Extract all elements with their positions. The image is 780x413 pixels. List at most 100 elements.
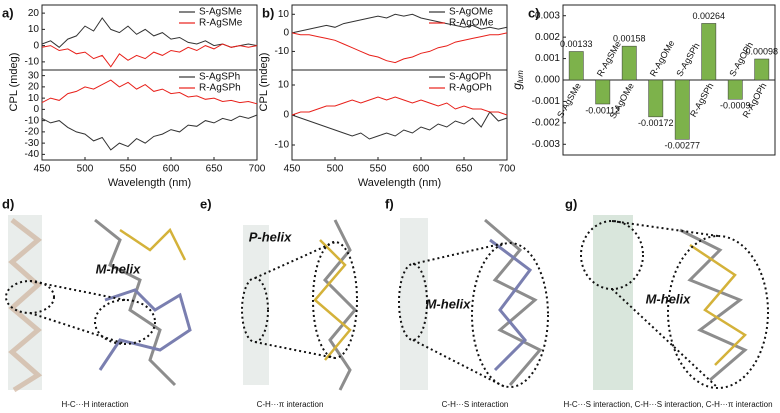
legend-label: S-AgOMe	[449, 7, 493, 18]
line-series	[41, 43, 258, 68]
x-tick-label: 600	[413, 164, 430, 175]
x-tick-label: 650	[206, 164, 223, 175]
value-label: 0.00098	[745, 46, 778, 56]
y-tick-label: -0.001	[532, 96, 561, 107]
molecule-sticks	[679, 228, 748, 382]
legend-label: R-AgSPh	[199, 83, 241, 94]
line-series	[291, 32, 508, 64]
molecule-sticks	[489, 238, 533, 372]
panel-label: e)	[200, 196, 212, 211]
molecule-sticks	[484, 218, 543, 386]
panel-label: a)	[2, 5, 14, 20]
x-tick-label: 550	[370, 164, 387, 175]
molecule-sticks	[313, 239, 352, 361]
bar	[727, 79, 743, 100]
x-tick-label: 700	[499, 164, 516, 175]
helix-strand	[593, 215, 633, 390]
panel-label: g)	[565, 196, 577, 211]
y-tick-label: -10	[25, 57, 40, 68]
y-tick-label: 20	[28, 8, 40, 19]
bar	[568, 51, 584, 81]
y-tick-label: 20	[28, 82, 40, 93]
line-series	[41, 114, 258, 151]
caption: H-C···H interaction	[61, 400, 128, 409]
y-tick-label: -10	[275, 140, 290, 151]
y-tick-label: 0.003	[535, 10, 560, 21]
zoom-line	[412, 242, 506, 265]
bar	[595, 79, 611, 105]
legend-label: S-AgSPh	[199, 72, 240, 83]
molecule-sticks	[689, 243, 747, 366]
value-label: -0.00112	[585, 105, 620, 115]
legend-label: R-AgSMe	[199, 18, 243, 29]
x-axis-title: Wavelength (nm)	[108, 177, 191, 189]
value-label: 0.00158	[613, 34, 646, 44]
helix-strand	[243, 225, 269, 385]
y-tick-label: 0.000	[535, 75, 560, 86]
line-series	[291, 111, 508, 140]
panel-label: c)	[528, 5, 540, 20]
x-tick-label: 550	[120, 164, 137, 175]
caption: C-H···π interaction	[257, 400, 324, 409]
y-tick-label: 0.001	[535, 53, 560, 64]
y-tick-label: -10	[25, 115, 40, 126]
molecule-sticks	[119, 227, 187, 261]
y-tick-label: -30	[25, 138, 40, 149]
y-tick-label: 0	[283, 110, 289, 121]
y-tick-label: -10	[275, 46, 290, 57]
panel-label: d)	[2, 196, 14, 211]
structure-images	[5, 215, 769, 393]
y-axis-title: glum	[510, 70, 525, 90]
x-tick-label: 450	[34, 164, 51, 175]
legend-label: S-AgSMe	[199, 7, 242, 18]
y-axis-symbol: g	[510, 83, 524, 90]
line-series	[41, 79, 258, 105]
bar	[701, 23, 717, 81]
value-label: 0.00264	[692, 11, 725, 21]
helix-strand	[400, 218, 428, 390]
zoom-line	[29, 312, 126, 345]
zoom-ellipse	[471, 242, 549, 388]
helix-label: M-helix	[426, 296, 472, 311]
line-series	[291, 96, 508, 116]
legend-label: S-AgOPh	[449, 72, 491, 83]
y-tick-label: 0	[33, 40, 39, 51]
panel-label: f)	[385, 196, 394, 211]
zoom-ellipse	[94, 299, 156, 345]
bar	[648, 79, 664, 118]
caption: H-C···S interaction, C-H···S interaction…	[563, 400, 772, 409]
y-axis-subscript: lum	[516, 70, 525, 83]
bar	[621, 45, 637, 81]
y-tick-label: -0.002	[532, 117, 561, 128]
helix-label: P-helix	[249, 229, 292, 244]
y-tick-label: 0.002	[535, 32, 560, 43]
value-label: -0.00172	[638, 118, 674, 128]
y-tick-label: 10	[278, 80, 290, 91]
zoom-ellipse	[667, 235, 769, 389]
legend-label: R-AgOPh	[449, 83, 492, 94]
y-tick-label: 10	[278, 9, 290, 20]
y-tick-label: -40	[25, 149, 40, 160]
zoom-line	[254, 341, 336, 359]
molecule-sticks	[322, 219, 358, 391]
value-label: -0.00277	[664, 141, 700, 151]
zoom-line	[412, 339, 506, 388]
y-tick-label: 10	[28, 93, 40, 104]
zoom-ellipse	[398, 263, 428, 341]
molecule-sticks	[94, 218, 177, 387]
x-tick-label: 500	[77, 164, 94, 175]
x-tick-label: 650	[456, 164, 473, 175]
value-label: -0.0009	[720, 101, 751, 111]
value-label: 0.00133	[560, 39, 593, 49]
category-label: S-AgOMe	[608, 81, 636, 120]
y-tick-label: 0	[33, 104, 39, 115]
category-label: R-AgSPh	[688, 81, 715, 119]
molecule-sticks	[98, 288, 192, 371]
category-label: R-AgSMe	[595, 39, 623, 78]
helix-label: M-helix	[96, 261, 142, 276]
bar	[674, 79, 690, 140]
zoom-line	[29, 280, 126, 301]
panel-label: b)	[262, 5, 274, 20]
y-tick-label: 30	[28, 70, 40, 81]
